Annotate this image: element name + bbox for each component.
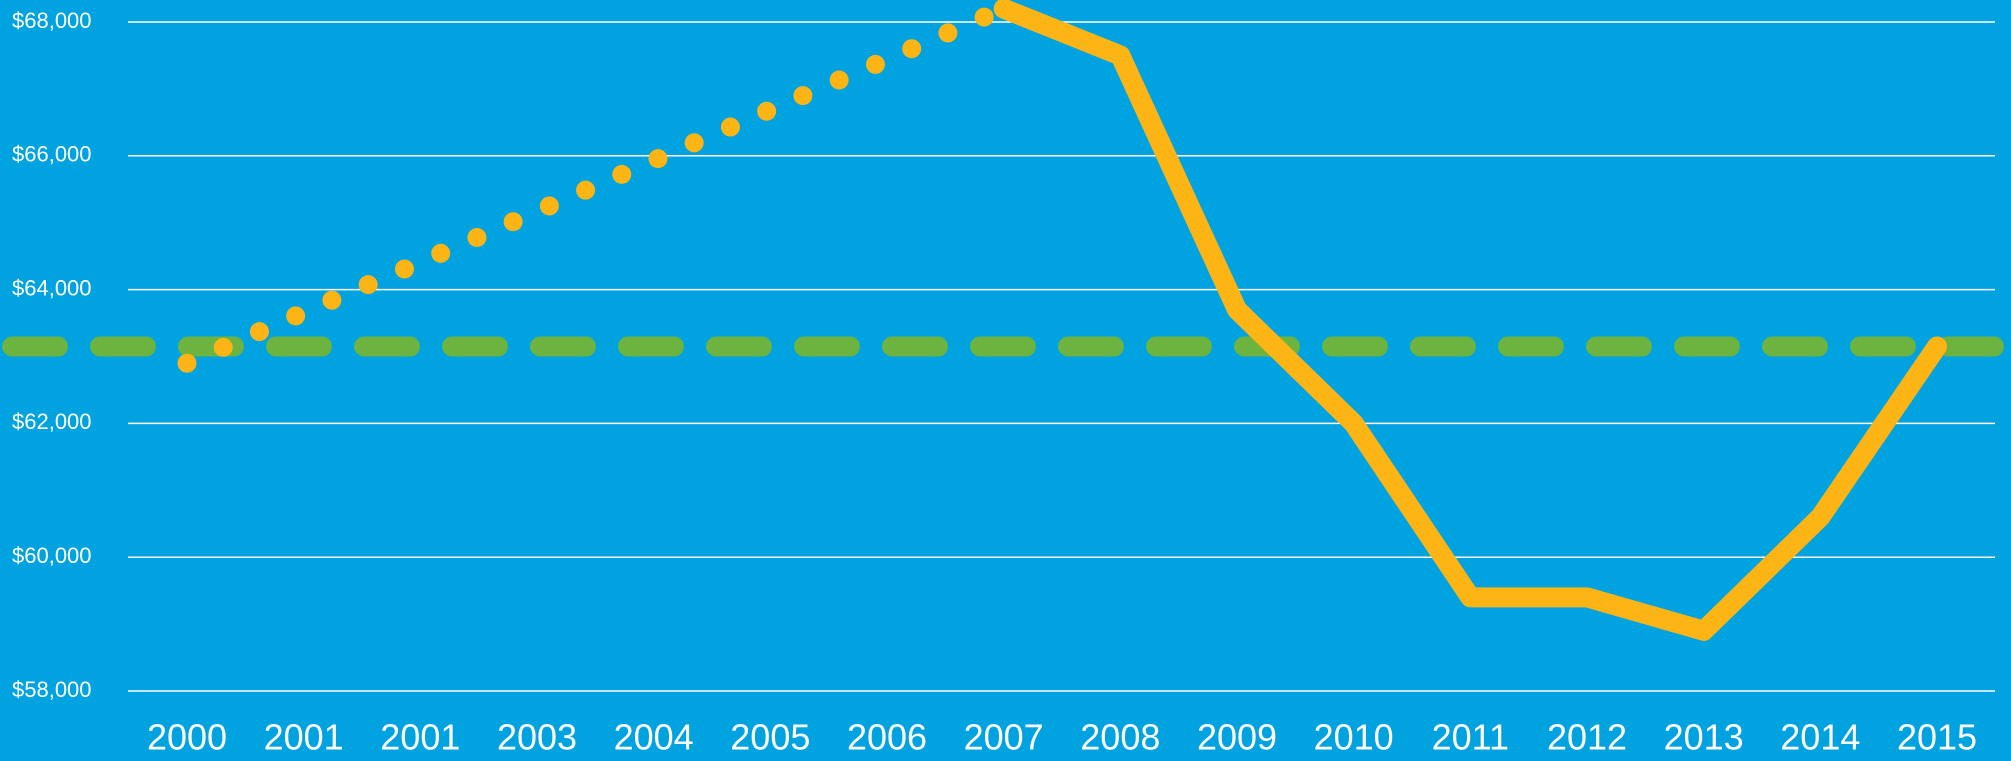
y-tick-label: $60,000 [12, 543, 92, 568]
x-tick-label: 2013 [1664, 717, 1744, 758]
x-tick-label: 2005 [730, 717, 810, 758]
x-tick-label: 2001 [380, 717, 460, 758]
x-tick-label: 2003 [497, 717, 577, 758]
y-tick-label: $58,000 [12, 677, 92, 702]
x-tick-label: 2006 [847, 717, 927, 758]
x-tick-label: 2007 [964, 717, 1044, 758]
x-tick-label: 2000 [147, 717, 227, 758]
x-tick-label: 2004 [614, 717, 694, 758]
y-tick-label: $64,000 [12, 275, 92, 300]
x-tick-label: 2014 [1780, 717, 1860, 758]
line-series [177, 0, 1014, 373]
y-tick-label: $66,000 [12, 142, 92, 167]
x-tick-label: 2001 [264, 717, 344, 758]
x-tick-label: 2010 [1314, 717, 1394, 758]
line-series [993, 0, 1947, 641]
x-tick-label: 2008 [1080, 717, 1160, 758]
x-tick-label: 2015 [1897, 717, 1977, 758]
x-tick-label: 2009 [1197, 717, 1277, 758]
x-tick-label: 2012 [1547, 717, 1627, 758]
y-tick-label: $68,000 [12, 8, 92, 33]
x-tick-label: 2011 [1432, 717, 1509, 758]
y-tick-label: $62,000 [12, 409, 92, 434]
